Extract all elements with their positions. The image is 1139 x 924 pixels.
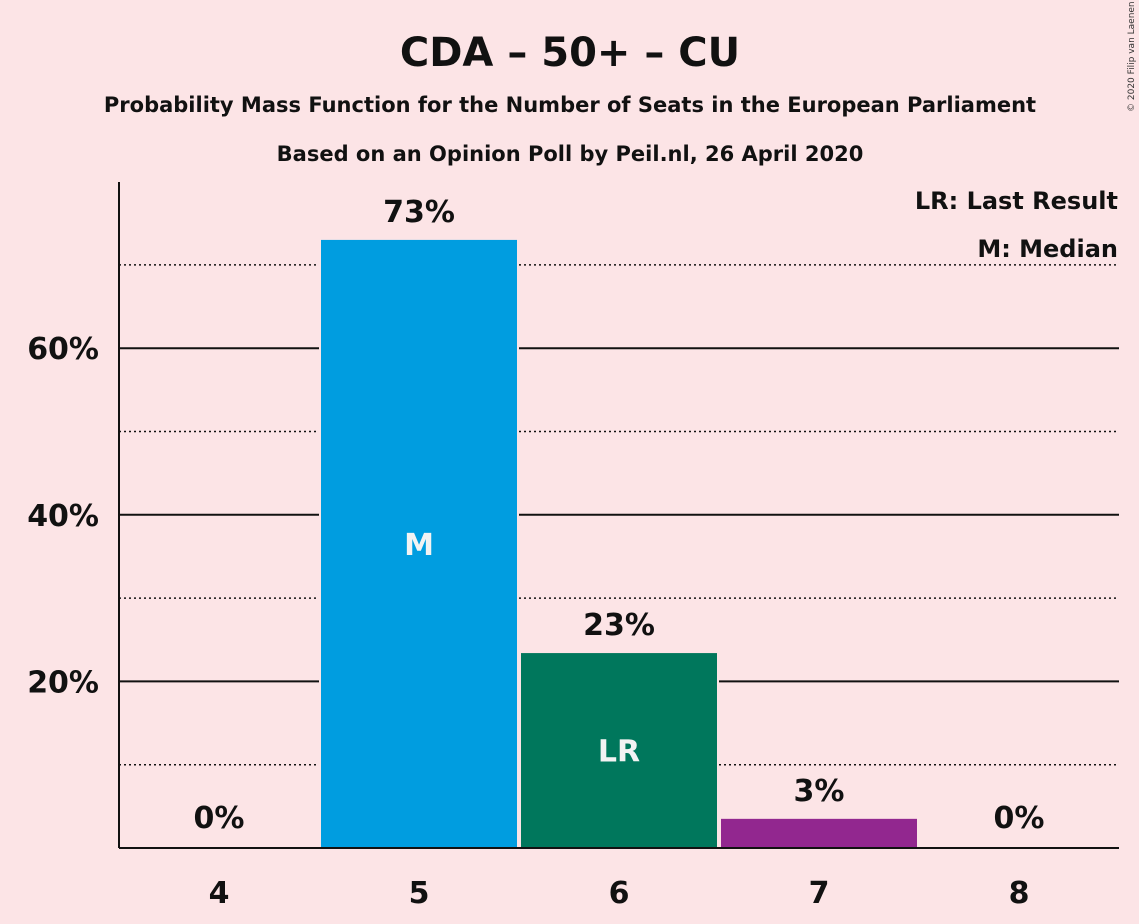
axes: 4 5 6 7 8 <box>118 182 1119 911</box>
bar-value-label: 0% <box>994 801 1045 836</box>
copyright-text: © 2020 Filip van Laenen <box>1127 1 1137 112</box>
bar-value-label: 23% <box>583 608 655 643</box>
bar-inner-label: M <box>404 528 434 563</box>
y-tick-label: 20% <box>27 665 99 700</box>
chart-subtitle: Probability Mass Function for the Number… <box>104 93 1036 117</box>
bar <box>521 653 717 848</box>
chart-source: Based on an Opinion Poll by Peil.nl, 26 … <box>277 142 864 166</box>
bar-value-label: 73% <box>383 195 455 230</box>
x-tick-label: 7 <box>809 876 830 911</box>
x-tick-label: 8 <box>1009 876 1030 911</box>
bar <box>721 818 917 848</box>
bar-value-label: 3% <box>794 774 845 809</box>
legend-median: M: Median <box>977 235 1118 263</box>
bar-value-label: 0% <box>194 801 245 836</box>
bars: 0% 73% M 23% LR 3% 0% <box>194 195 1045 848</box>
gridlines: 20% 40% 60% <box>27 264 1119 766</box>
legend-last-result: LR: Last Result <box>915 187 1118 215</box>
x-tick-label: 6 <box>609 876 630 911</box>
x-tick-label: 4 <box>209 876 230 911</box>
y-tick-label: 60% <box>27 332 99 367</box>
bar-inner-label: LR <box>598 735 640 770</box>
bar <box>321 239 517 848</box>
x-tick-label: 5 <box>409 876 430 911</box>
y-tick-label: 40% <box>27 499 99 534</box>
chart-title: CDA – 50+ – CU <box>400 30 740 76</box>
